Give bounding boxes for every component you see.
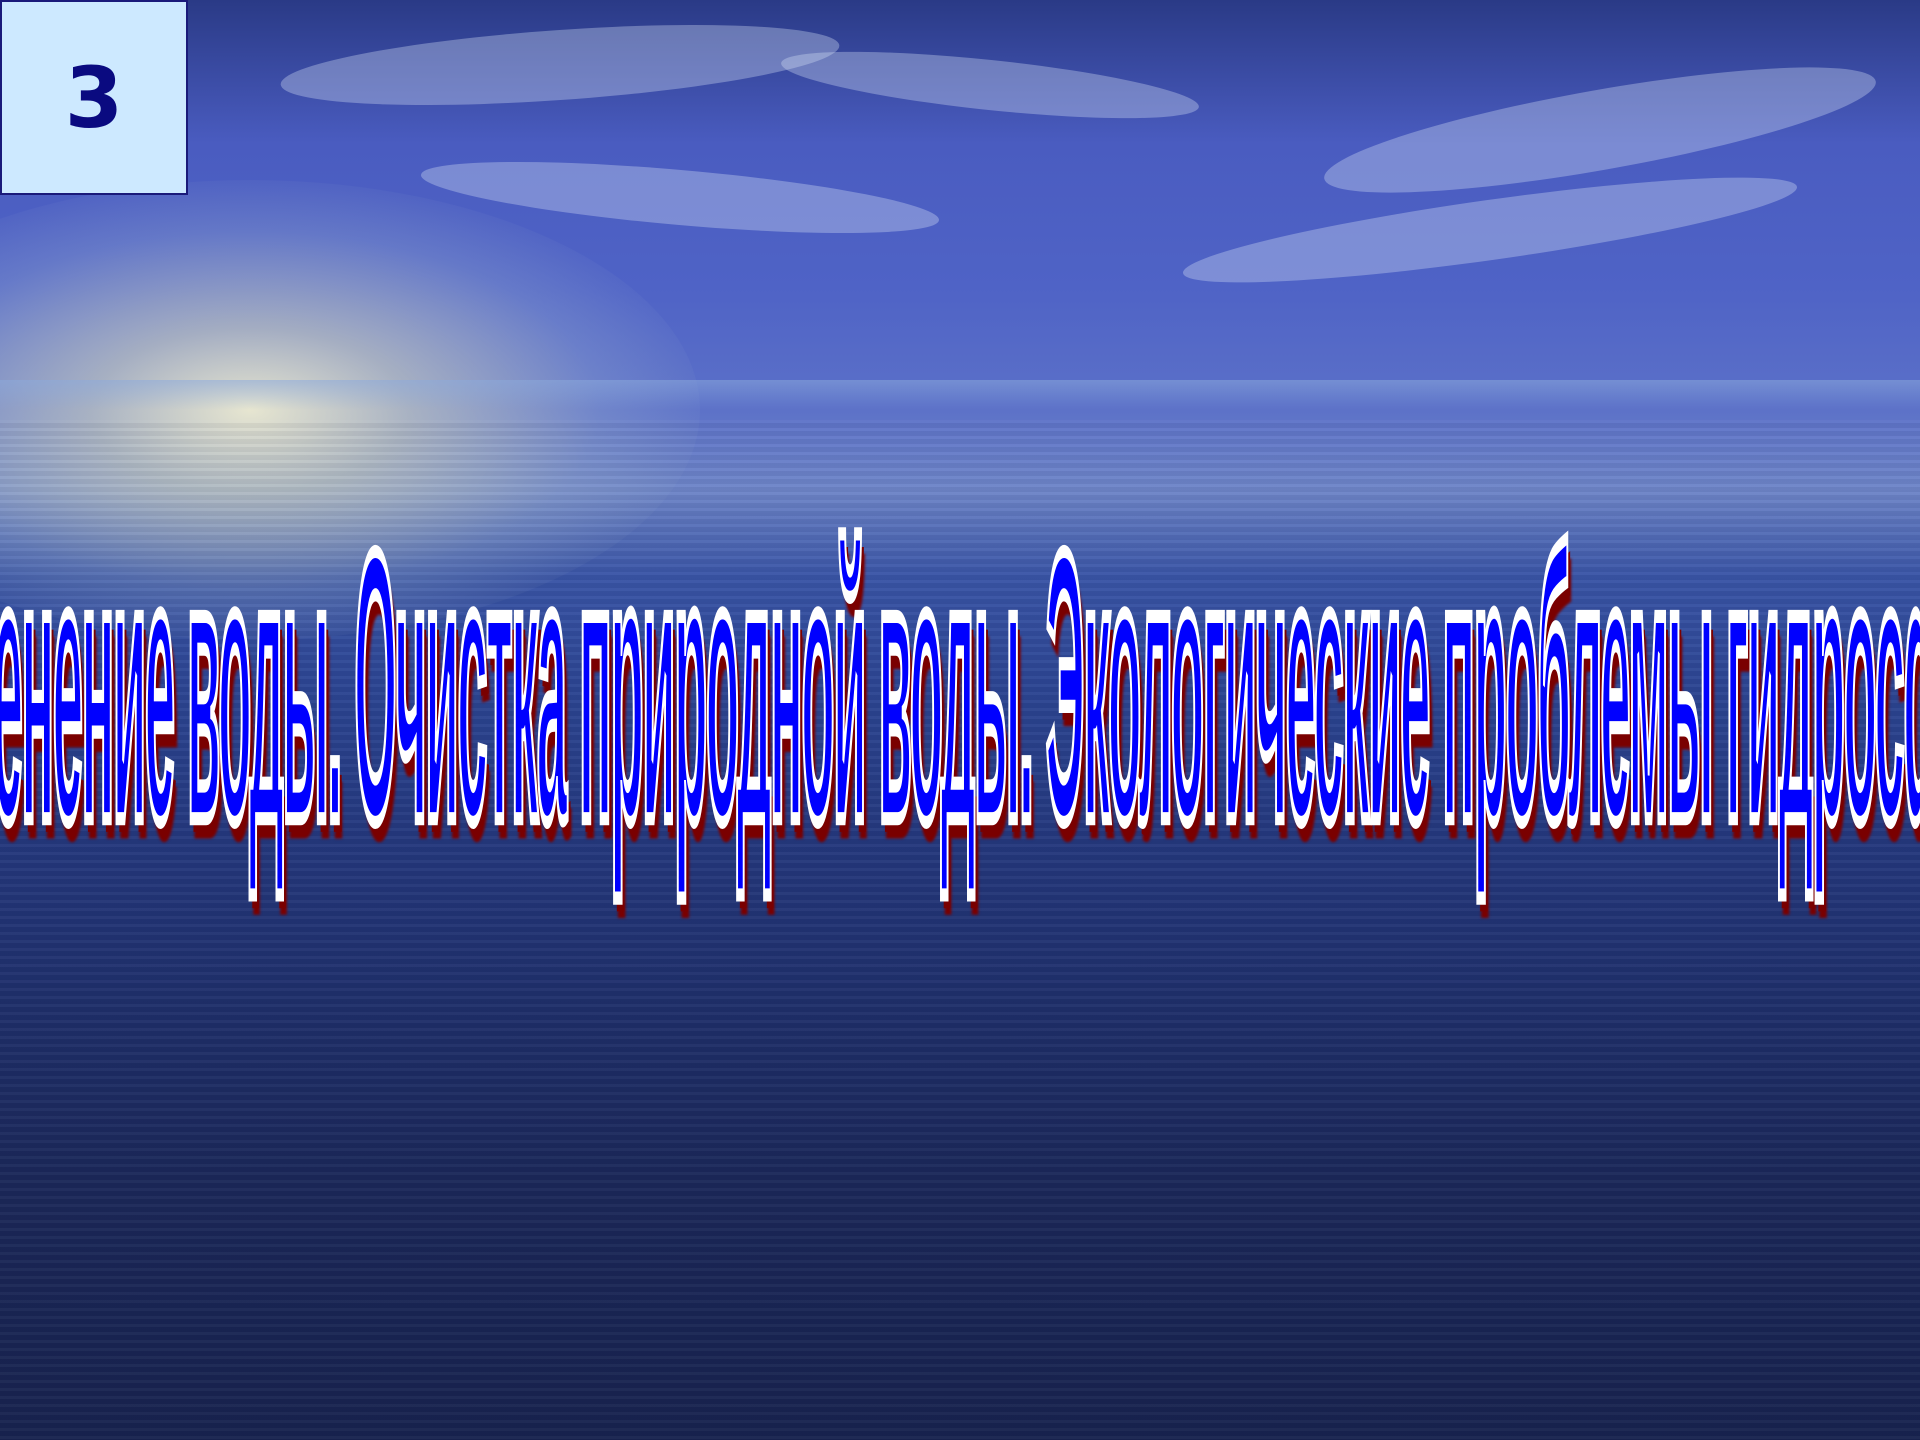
slide-number-badge: 3 — [0, 0, 188, 195]
sun-glow — [0, 180, 700, 640]
cloud — [278, 10, 842, 120]
slide-title: Применение воды. Очистка природной воды.… — [0, 469, 1920, 911]
title-area: Применение воды. Очистка природной воды.… — [0, 300, 1920, 1080]
sea-surface — [0, 420, 1920, 1440]
cloud — [778, 38, 1202, 132]
horizon — [0, 380, 1920, 410]
slide-number: 3 — [64, 48, 124, 147]
